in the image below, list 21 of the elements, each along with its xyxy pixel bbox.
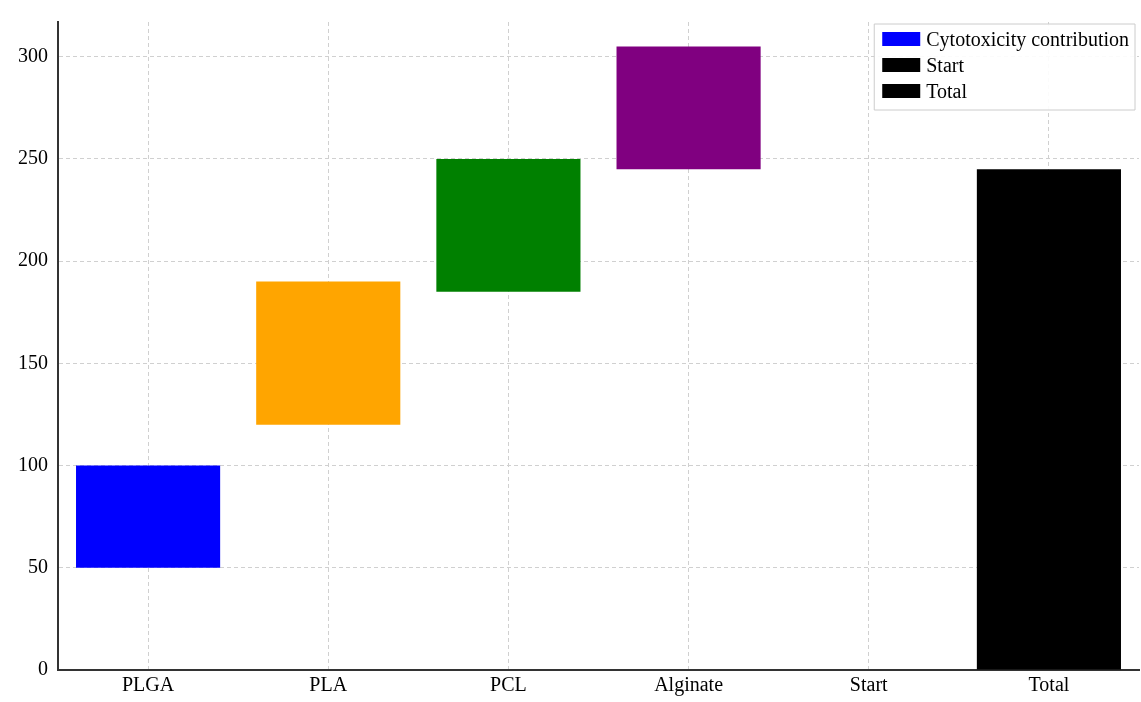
x-tick-label: Total — [1028, 673, 1070, 696]
x-tick-label: Alginate — [654, 673, 724, 697]
bar — [76, 465, 221, 568]
bar — [436, 158, 581, 292]
y-tick-label: 0 — [38, 657, 48, 680]
y-tick-label: 250 — [18, 146, 48, 169]
y-tick-label: 300 — [18, 44, 48, 66]
legend-label: Cytotoxicity contribution — [926, 28, 1129, 52]
legend-label: Total — [926, 80, 968, 103]
y-tick-label: 100 — [18, 452, 48, 475]
bar — [256, 281, 401, 425]
bar — [976, 169, 1121, 670]
x-tick-label: Start — [849, 673, 889, 696]
legend-label: Start — [926, 54, 965, 77]
y-tick-label: 150 — [18, 350, 48, 373]
x-tick-label: PCL — [490, 673, 527, 696]
x-tick-label: PLGA — [121, 673, 175, 696]
bar — [616, 46, 761, 170]
y-tick-label: 50 — [28, 555, 48, 578]
y-tick-label: 200 — [18, 248, 48, 271]
x-tick-label: PLA — [309, 673, 348, 696]
